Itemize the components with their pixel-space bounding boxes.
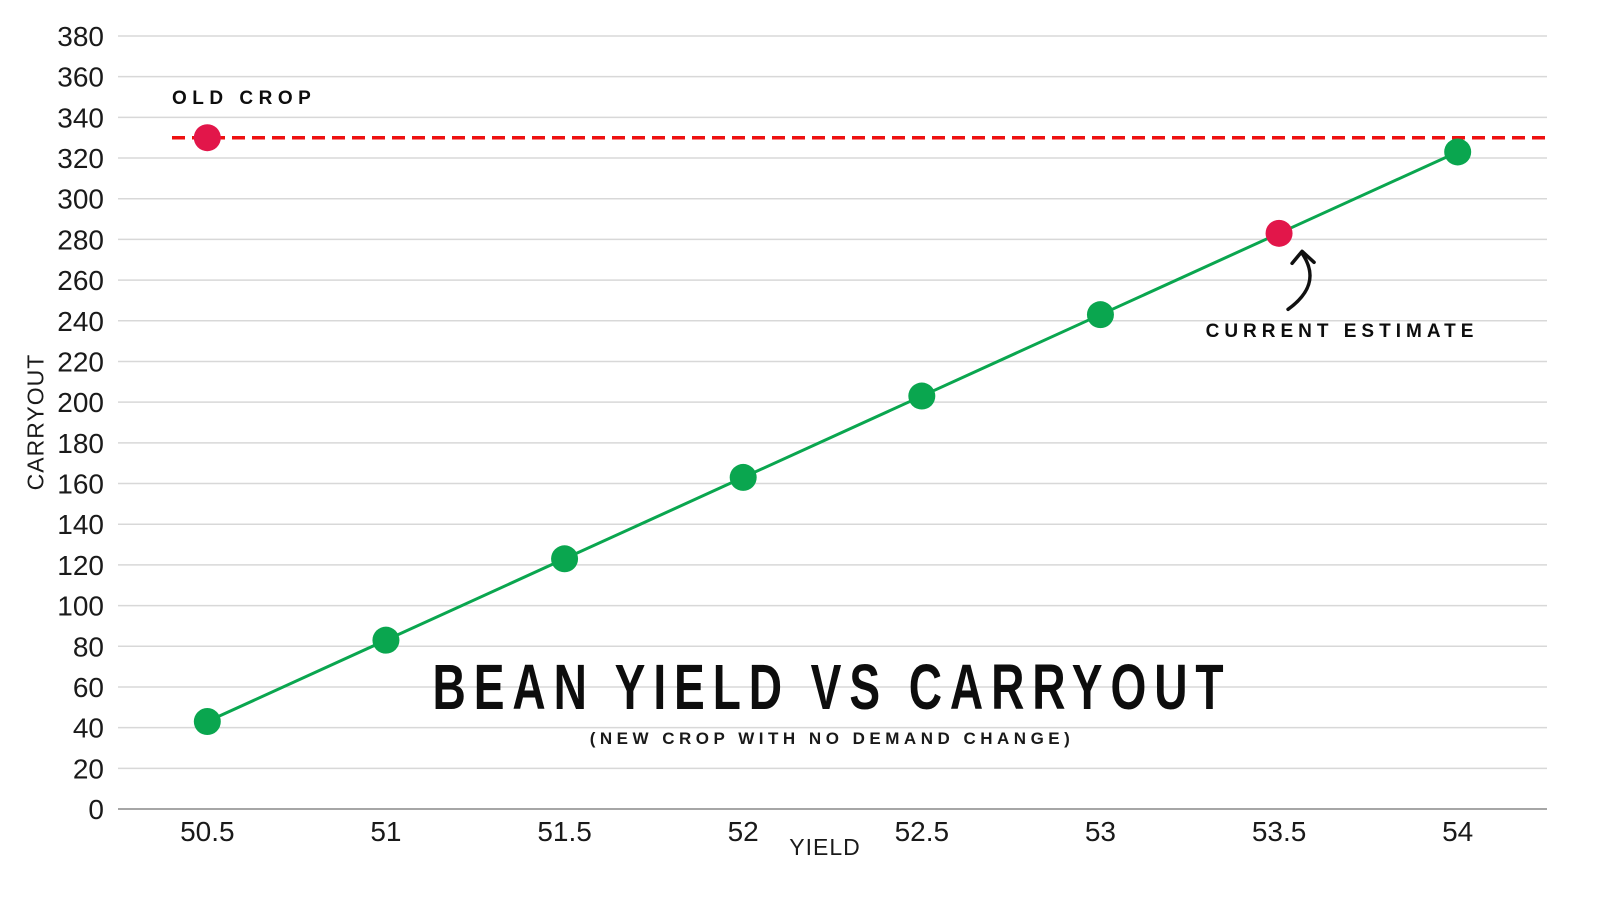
data-point bbox=[193, 708, 221, 736]
x-tick-label: 53 bbox=[1085, 816, 1116, 847]
y-tick-label: 260 bbox=[57, 265, 104, 296]
y-tick-label: 120 bbox=[57, 550, 104, 581]
x-tick-label: 51.5 bbox=[537, 816, 592, 847]
y-tick-label: 360 bbox=[57, 62, 104, 93]
y-tick-label: 380 bbox=[57, 21, 104, 52]
current-estimate-annotation-label: CURRENT ESTIMATE bbox=[1205, 321, 1479, 342]
x-tick-label: 52 bbox=[728, 816, 759, 847]
old-crop-point bbox=[193, 124, 221, 152]
data-point bbox=[372, 626, 400, 654]
y-tick-label: 20 bbox=[73, 753, 104, 784]
y-tick-label: 80 bbox=[73, 631, 104, 662]
y-tick-label: 160 bbox=[57, 469, 104, 500]
annotation-arrowhead bbox=[1290, 249, 1316, 266]
x-tick-label: 51 bbox=[370, 816, 401, 847]
series-line bbox=[206, 150, 1459, 723]
y-tick-label: 220 bbox=[57, 346, 104, 377]
y-tick-label: 180 bbox=[57, 428, 104, 459]
x-tick-label: 50.5 bbox=[180, 816, 235, 847]
y-tick-label: 100 bbox=[57, 591, 104, 622]
old-crop-annotation-label: OLD CROP bbox=[172, 88, 317, 109]
x-tick-label: 54 bbox=[1442, 816, 1473, 847]
x-tick-label: 52.5 bbox=[895, 816, 950, 847]
data-point bbox=[551, 545, 579, 573]
y-tick-label: 240 bbox=[57, 306, 104, 337]
y-tick-label: 140 bbox=[57, 509, 104, 540]
chart-title: BEAN YIELD VS CARRYOUT bbox=[277, 651, 1387, 723]
data-point bbox=[729, 463, 757, 491]
y-tick-label: 200 bbox=[57, 387, 104, 418]
data-point bbox=[908, 382, 936, 410]
y-axis-title: CARRYOUT bbox=[22, 353, 49, 491]
y-tick-label: 340 bbox=[57, 102, 104, 133]
x-axis-title: YIELD bbox=[789, 834, 861, 860]
current-estimate-point bbox=[1265, 219, 1293, 247]
y-tick-label: 0 bbox=[88, 794, 104, 825]
data-point bbox=[1444, 138, 1472, 166]
x-tick-label: 53.5 bbox=[1252, 816, 1307, 847]
y-tick-label: 300 bbox=[57, 184, 104, 215]
annotation-arrow bbox=[1286, 251, 1312, 312]
y-tick-label: 60 bbox=[73, 672, 104, 703]
y-tick-label: 40 bbox=[73, 713, 104, 744]
data-point bbox=[1086, 301, 1114, 329]
y-tick-label: 280 bbox=[57, 224, 104, 255]
chart-title-text: BEAN YIELD VS CARRYOUT bbox=[432, 651, 1232, 723]
chart-subtitle: (NEW CROP WITH NO DEMAND CHANGE) bbox=[589, 729, 1075, 748]
y-tick-label: 320 bbox=[57, 143, 104, 174]
